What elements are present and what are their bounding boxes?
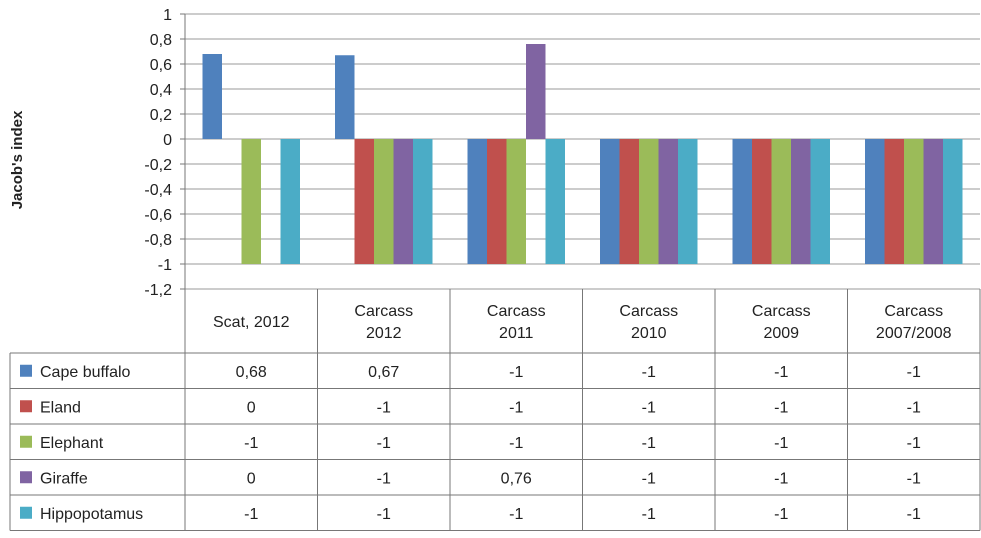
- y-tick-label: 0: [163, 132, 172, 149]
- bar: [865, 139, 885, 264]
- data-label: -1: [774, 470, 788, 487]
- series-name: Giraffe: [40, 470, 88, 487]
- category-label: Carcass: [354, 303, 413, 320]
- y-tick-label: -1: [158, 257, 172, 274]
- category-label: Carcass: [752, 303, 811, 320]
- data-label: -1: [907, 399, 921, 416]
- bar: [600, 139, 620, 264]
- category-label: Carcass: [487, 303, 546, 320]
- bar: [884, 139, 904, 264]
- data-label: -1: [907, 506, 921, 523]
- legend-key: [20, 400, 32, 413]
- bar: [526, 44, 546, 139]
- bar: [545, 139, 565, 264]
- data-label: 0,68: [236, 364, 267, 381]
- data-label: -1: [907, 470, 921, 487]
- data-label: -1: [244, 506, 258, 523]
- legend-key: [20, 364, 32, 377]
- data-label: -1: [774, 364, 788, 381]
- bar: [354, 139, 374, 264]
- bar: [374, 139, 394, 264]
- data-label: -1: [642, 470, 656, 487]
- category-label: 2007/2008: [876, 325, 952, 342]
- category-label: 2010: [631, 325, 667, 342]
- category-label: Scat, 2012: [213, 314, 290, 331]
- category-label: Carcass: [884, 303, 943, 320]
- bar: [619, 139, 639, 264]
- series-name: Cape buffalo: [40, 364, 131, 381]
- data-label: -1: [509, 435, 523, 452]
- series-name: Eland: [40, 399, 81, 416]
- data-label: -1: [509, 399, 523, 416]
- data-label: -1: [774, 506, 788, 523]
- legend-key: [20, 471, 32, 484]
- y-tick-label: 0,4: [150, 82, 172, 99]
- bar: [791, 139, 811, 264]
- y-axis-label: Jacob's index: [9, 110, 26, 209]
- y-tick-label: 0,2: [150, 107, 172, 124]
- data-label: -1: [907, 364, 921, 381]
- category-label: 2012: [366, 325, 402, 342]
- y-tick-label: -0,8: [144, 232, 172, 249]
- gridlines: [185, 13, 980, 290]
- axes: 1 0,8 0,6 0,4 0,2 0 -0,2 -0,4 -0,6 -0,8 -1 -1,2: [144, 7, 186, 299]
- bar: [771, 139, 791, 264]
- bar: [904, 139, 924, 264]
- data-label: 0: [247, 470, 256, 487]
- bar: [413, 139, 433, 264]
- data-label: 0: [247, 399, 256, 416]
- bars: [202, 44, 963, 264]
- series-name: Elephant: [40, 435, 104, 452]
- y-tick-label: -0,2: [144, 157, 172, 174]
- data-label: -1: [377, 506, 391, 523]
- data-label: -1: [244, 435, 258, 452]
- category-label: 2011: [499, 325, 534, 342]
- data-label: -1: [642, 364, 656, 381]
- data-label: -1: [642, 506, 656, 523]
- data-label: -1: [774, 435, 788, 452]
- y-tick-label: 0,6: [150, 57, 172, 74]
- data-label: -1: [642, 435, 656, 452]
- bar: [810, 139, 830, 264]
- bar: [467, 139, 487, 264]
- bar: [752, 139, 772, 264]
- data-label: -1: [377, 470, 391, 487]
- y-tick-label: 0,8: [150, 32, 172, 49]
- series-name: Hippopotamus: [40, 506, 143, 523]
- data-label: -1: [377, 399, 391, 416]
- legend-key: [20, 435, 32, 448]
- bar: [943, 139, 963, 264]
- legend-key: [20, 506, 32, 519]
- category-label: 2009: [763, 325, 799, 342]
- data-table: Scat, 2012 Carcass 2012 Carcass 2011 Carcass 2…: [9, 289, 981, 531]
- y-tick-label: 1: [163, 7, 172, 24]
- y-tick-label: -0,6: [144, 207, 172, 224]
- bar: [678, 139, 698, 264]
- data-label: -1: [907, 435, 921, 452]
- data-label: -1: [509, 364, 523, 381]
- data-label: -1: [774, 399, 788, 416]
- data-label: -1: [509, 506, 523, 523]
- data-label: 0,67: [368, 364, 399, 381]
- data-label: -1: [642, 399, 656, 416]
- bar: [487, 139, 507, 264]
- y-tick-label: -1,2: [144, 282, 172, 299]
- bar: [639, 139, 659, 264]
- bar: [280, 139, 300, 264]
- bar: [658, 139, 678, 264]
- category-label: Carcass: [619, 303, 678, 320]
- data-label: -1: [377, 435, 391, 452]
- data-label: 0,76: [501, 470, 532, 487]
- bar: [506, 139, 526, 264]
- bar: [335, 55, 355, 139]
- y-tick-label: -0,4: [144, 182, 172, 199]
- bar: [241, 139, 261, 264]
- bar: [202, 54, 222, 139]
- bar: [732, 139, 752, 264]
- bar: [923, 139, 943, 264]
- bar: [393, 139, 413, 264]
